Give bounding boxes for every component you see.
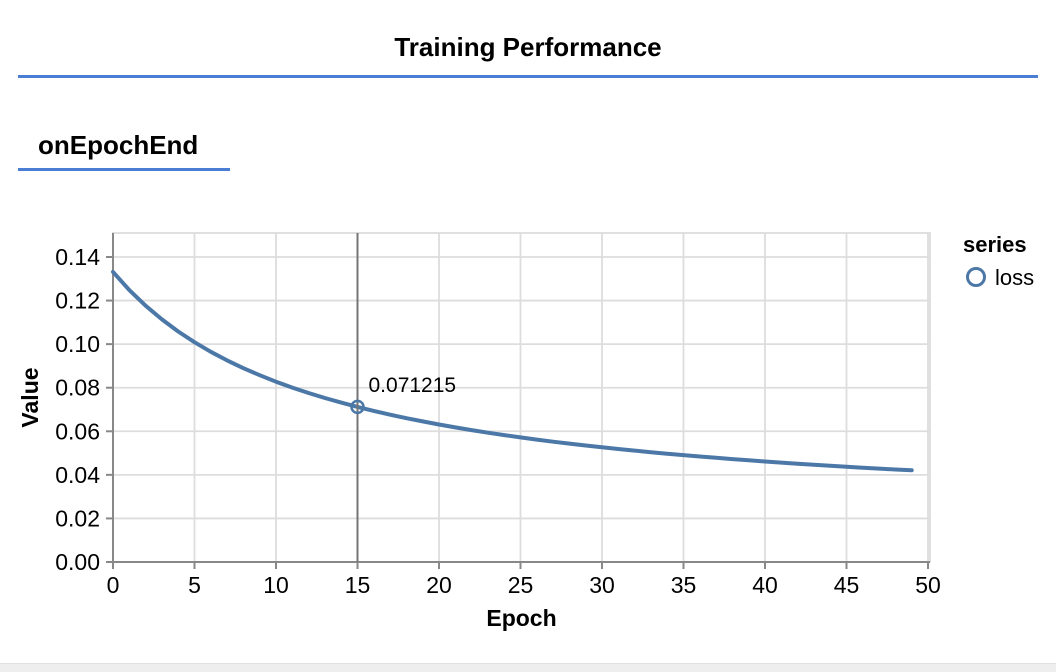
loss-line: [111, 269, 914, 473]
x-axis-tick-label: 50: [915, 572, 941, 598]
legend-title: series: [963, 232, 1027, 257]
y-axis-tick-label: 0.06: [55, 418, 100, 444]
y-axis-tick-label: 0.14: [55, 244, 100, 270]
y-axis-tick-label: 0.00: [55, 549, 100, 575]
x-axis-tick-label: 10: [263, 572, 289, 598]
x-axis-tick-label: 0: [107, 572, 120, 598]
section-heading-onepochend: onEpochEnd: [18, 132, 230, 171]
page-title: Training Performance: [394, 32, 662, 62]
x-axis-tick-label: 15: [345, 572, 371, 598]
x-axis-tick-label: 25: [508, 572, 534, 598]
x-axis-tick-label: 45: [834, 572, 860, 598]
x-axis-tick-label: 40: [752, 572, 778, 598]
hover-point-marker: [350, 399, 365, 415]
y-axis-title: Value: [17, 367, 43, 427]
x-axis-title: Epoch: [486, 605, 556, 631]
y-axis-tick-label: 0.02: [55, 505, 100, 531]
legend-item-label: loss: [995, 265, 1034, 290]
y-axis-tick-label: 0.12: [55, 288, 100, 314]
y-axis-tick-label: 0.08: [55, 375, 100, 401]
x-axis-tick-label: 35: [671, 572, 697, 598]
y-axis-tick-label: 0.04: [55, 462, 100, 488]
x-axis-tick-label: 5: [188, 572, 201, 598]
legend-loss-marker-icon: [966, 267, 986, 287]
plot-area[interactable]: [113, 233, 930, 562]
title-divider: [18, 75, 1038, 78]
x-axis-tick-label: 30: [589, 572, 615, 598]
x-axis-tick-label: 20: [426, 572, 452, 598]
y-axis-tick-label: 0.10: [55, 331, 100, 357]
bottom-scroll-bar: [0, 663, 1056, 672]
tooltip-value-label: 0.071215: [369, 374, 457, 397]
